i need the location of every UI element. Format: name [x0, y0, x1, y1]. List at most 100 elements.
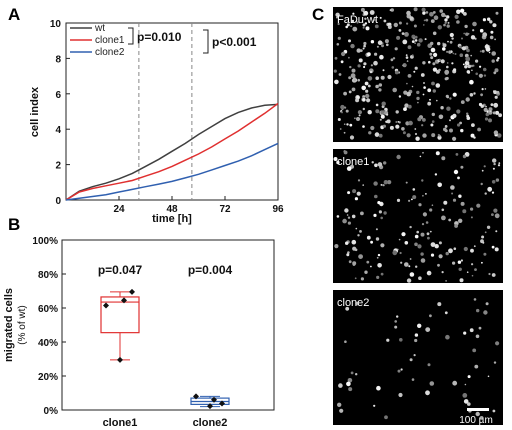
nucleus: [489, 110, 492, 113]
nucleus: [430, 123, 434, 127]
nucleus: [409, 16, 414, 21]
nucleus: [347, 216, 351, 219]
nucleus: [495, 11, 499, 15]
nucleus: [493, 361, 497, 364]
nucleus: [484, 117, 489, 121]
nucleus: [411, 85, 414, 88]
nucleus: [383, 161, 387, 165]
nucleus: [347, 378, 353, 383]
nucleus: [472, 29, 475, 32]
nucleus: [487, 375, 490, 378]
nucleus: [449, 32, 454, 38]
nucleus: [457, 260, 462, 264]
nucleus: [404, 103, 409, 108]
nucleus: [492, 167, 495, 170]
pvalue-clone1-growth: p=0.010: [137, 30, 182, 44]
nucleus: [356, 191, 361, 196]
nucleus: [351, 19, 355, 23]
y-tick-label: 6: [55, 90, 61, 101]
nucleus: [348, 90, 352, 94]
data-point: [129, 288, 135, 295]
nucleus: [451, 62, 454, 65]
nucleus: [351, 239, 357, 245]
nucleus: [392, 87, 398, 93]
nucleus: [382, 124, 386, 128]
nucleus: [408, 120, 413, 126]
nucleus: [495, 110, 500, 115]
nucleus: [460, 8, 465, 13]
nucleus: [370, 265, 372, 268]
nucleus: [406, 133, 411, 138]
nucleus: [398, 29, 402, 32]
nucleus: [432, 31, 437, 36]
nucleus: [403, 107, 407, 111]
nucleus: [336, 16, 338, 19]
nucleus: [406, 22, 409, 25]
data-point: [219, 400, 225, 407]
box-clone1: [100, 296, 140, 334]
nucleus: [443, 200, 448, 205]
nucleus: [429, 272, 431, 275]
nucleus: [432, 89, 436, 93]
nucleus: [425, 193, 427, 195]
nucleus: [474, 364, 479, 369]
nucleus: [429, 381, 435, 386]
nucleus: [433, 15, 439, 20]
nucleus: [436, 99, 438, 102]
nucleus: [389, 125, 394, 130]
nucleus: [364, 22, 368, 25]
nucleus: [448, 218, 452, 222]
nucleus: [406, 10, 411, 16]
nucleus: [389, 9, 392, 12]
nucleus: [368, 131, 372, 135]
nucleus: [375, 103, 379, 107]
panel-a-x-axis-title: time [h]: [152, 213, 192, 225]
nucleus: [405, 181, 408, 184]
nucleus: [357, 78, 361, 82]
nucleus: [418, 203, 422, 207]
nucleus: [351, 214, 356, 219]
nucleus: [491, 180, 496, 184]
nucleus: [496, 133, 502, 138]
y-tick-label: 60%: [38, 304, 58, 315]
y-tick-label: 40%: [38, 338, 58, 349]
nucleus: [353, 79, 356, 82]
nucleus: [481, 235, 485, 239]
nucleus: [348, 76, 352, 80]
nucleus: [448, 248, 453, 254]
nucleus: [485, 112, 490, 117]
nucleus: [438, 58, 441, 62]
nucleus: [425, 390, 430, 396]
nucleus: [496, 59, 499, 62]
nucleus: [452, 52, 455, 55]
nucleus: [465, 32, 469, 36]
nucleus: [469, 79, 474, 85]
nucleus: [422, 194, 424, 197]
nucleus: [349, 123, 353, 127]
nucleus: [464, 60, 470, 66]
nucleus: [398, 21, 402, 25]
nucleus: [442, 47, 446, 51]
nucleus: [366, 260, 370, 264]
nucleus: [487, 110, 493, 115]
nucleus: [362, 23, 366, 27]
nucleus: [394, 325, 398, 329]
y-tick-label: 80%: [38, 270, 58, 281]
nucleus: [429, 52, 433, 56]
nucleus: [429, 98, 431, 101]
nucleus: [365, 26, 370, 31]
nucleus: [492, 158, 497, 163]
nucleus: [352, 26, 358, 32]
nucleus: [488, 118, 492, 123]
nucleus: [449, 128, 453, 133]
nucleus: [356, 21, 359, 24]
nucleus: [375, 109, 380, 114]
nucleus: [342, 218, 347, 224]
nucleus: [446, 106, 451, 111]
nucleus: [357, 179, 361, 182]
nucleus: [347, 191, 351, 195]
nucleus: [445, 125, 448, 128]
nucleus: [441, 215, 446, 221]
nucleus: [491, 273, 496, 277]
nucleus: [357, 64, 361, 68]
